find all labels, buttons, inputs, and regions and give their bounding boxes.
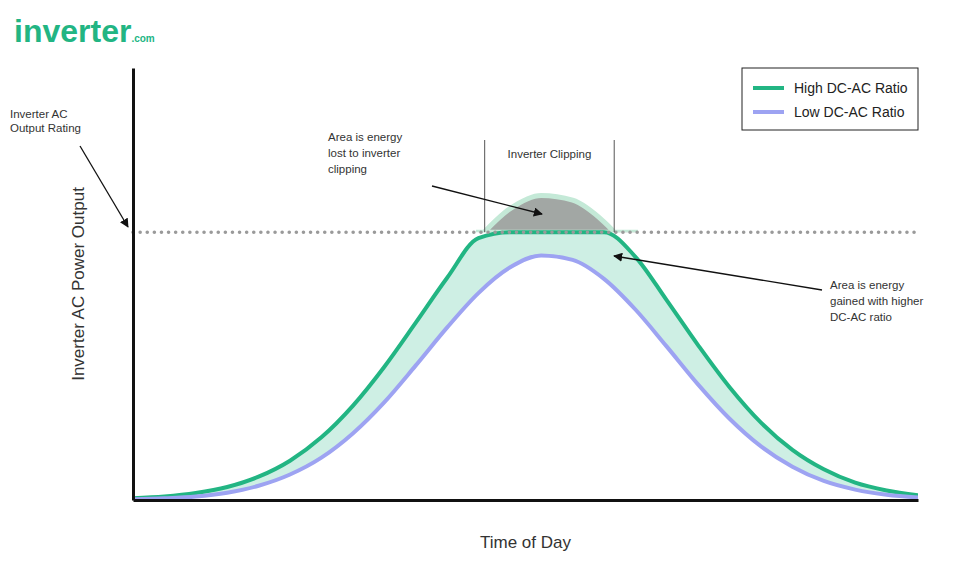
x-axis-title: Time of Day [480, 533, 572, 552]
y-axis-title: Inverter AC Power Output [69, 187, 88, 381]
rating-arrow [80, 146, 128, 227]
annotation-line: lost to inverter [328, 147, 400, 159]
legend-swatch [753, 86, 784, 90]
annotation-line: DC-AC ratio [830, 311, 892, 323]
y-axis-line [132, 69, 135, 501]
logo-text: inverter [14, 13, 131, 49]
chart: inverter.com Inverter Clipping Time of Day… [0, 0, 974, 564]
annotation: Area is energy lost to inverter clipping [328, 131, 402, 175]
rating-label: Inverter AC Output Rating [10, 108, 81, 134]
annotation-line: Area is energy [830, 279, 904, 291]
logo: inverter.com [14, 13, 155, 49]
rating-label-line: Output Rating [10, 122, 81, 134]
clipping-bracket [484, 140, 485, 232]
x-axis-line [134, 499, 919, 502]
annotation-line: gained with higher [830, 295, 924, 307]
y-axis [133, 69, 134, 501]
legend-swatch [753, 110, 784, 114]
clipping-bracket [614, 140, 615, 232]
series-line [133, 255, 918, 499]
annotation-line: Area is energy [328, 131, 402, 143]
logo-suffix: .com [131, 33, 154, 44]
rating-line [133, 230, 918, 234]
rating-label-line: Inverter AC [10, 108, 68, 120]
clipping-label: Inverter Clipping [508, 148, 592, 160]
series-line [133, 232, 918, 498]
clipping-group [478, 195, 635, 232]
legend-label: High DC-AC Ratio [794, 80, 908, 96]
gained-area [133, 232, 918, 499]
x-axis [134, 500, 919, 501]
legend-label: Low DC-AC Ratio [794, 104, 905, 120]
annotation-line: clipping [328, 163, 367, 175]
annotation-arrow [614, 256, 822, 290]
plot-area [133, 195, 918, 499]
annotation: Area is energy gained with higher DC-AC ra… [830, 279, 924, 323]
legend-box [742, 68, 918, 130]
legend: High DC-AC Ratio Low DC-AC Ratio [742, 68, 918, 130]
lost-area [478, 195, 635, 232]
annotation-arrow [432, 186, 542, 214]
